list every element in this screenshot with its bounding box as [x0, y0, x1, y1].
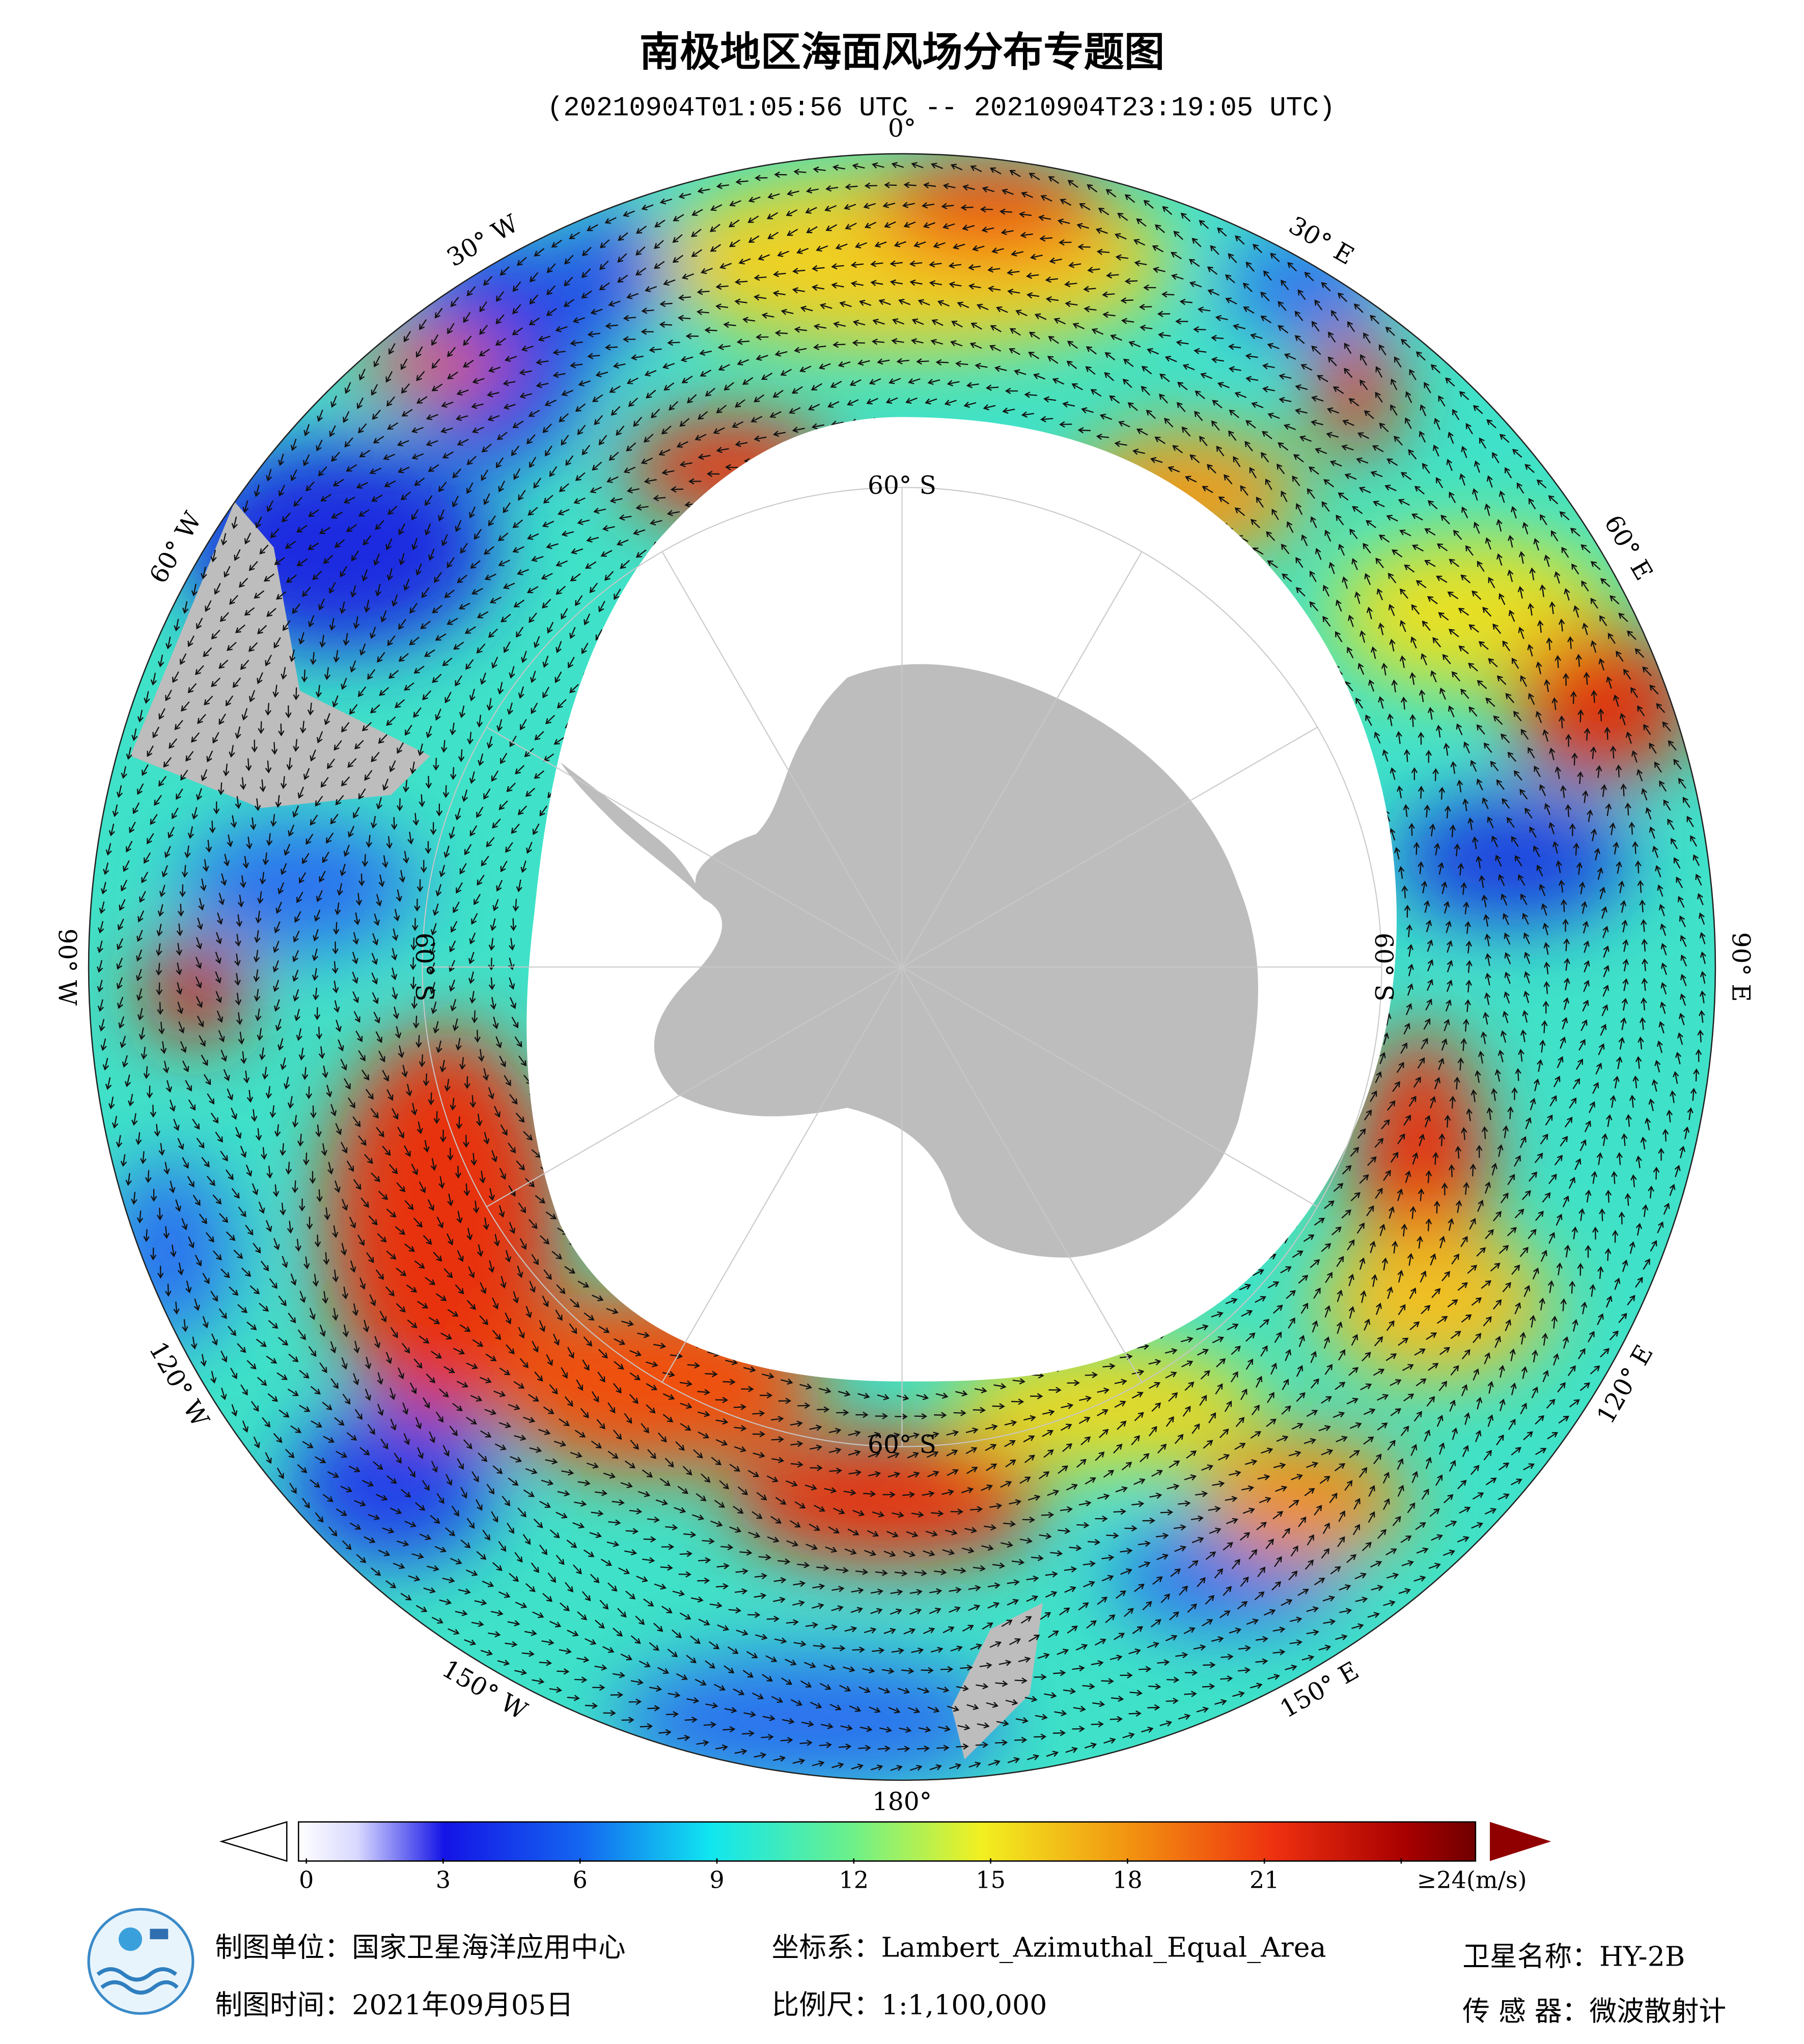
meridian [661, 551, 903, 967]
title: 南极地区海面风场分布专题图 [640, 28, 1164, 75]
meridian [901, 551, 1143, 967]
footer-scale: 比例尺：1:1,100,000 [772, 1989, 1047, 2021]
latitude-label: 60° S [868, 1431, 936, 1459]
meridian [486, 966, 903, 1208]
graticule [422, 487, 1382, 1447]
longitude-label: 0° [888, 114, 916, 143]
colorbar-ticks: 0 3 6 9 12 15 18 21 ≥24(m/s) [299, 1858, 1527, 1894]
colorbar-tick-label: 0 [299, 1866, 314, 1894]
colorbar-tick-label: 18 [1113, 1866, 1143, 1894]
colorbar-under [219, 1821, 288, 1862]
logo [87, 1908, 195, 2015]
subtitle: (20210904T01:05:56 UTC -- 20210904T23:19… [547, 93, 1335, 124]
colorbar-tick-label: 21 [1250, 1866, 1280, 1894]
colorbar-tick-label: 15 [976, 1866, 1006, 1894]
latitude-label: 60° S [410, 933, 438, 1001]
colorbar-tick-label: 12 [839, 1866, 869, 1894]
colorbar-over [1490, 1822, 1551, 1861]
footer-crs: 坐标系：Lambert_Azimuthal_Equal_Area [772, 1931, 1326, 1964]
footer-sensor: 传 感 器：微波散射计 [1462, 1995, 1726, 2027]
antarctic-peninsula [560, 762, 704, 900]
latitude-label: 60° S [1369, 933, 1398, 1001]
longitude-label: 180° [872, 1787, 932, 1816]
meridian [901, 966, 1318, 1208]
footer-unit: 制图单位：国家卫星海洋应用中心 [215, 1931, 625, 1964]
footer-date: 制图时间：2021年09月05日 [215, 1989, 573, 2021]
longitude-label: 90° W [53, 929, 81, 1006]
colorbar-tick-label: 6 [573, 1866, 588, 1894]
footer-satellite: 卫星名称：HY-2B [1462, 1941, 1685, 1973]
meridian [901, 726, 1318, 968]
colorbar-tick-label: 9 [709, 1866, 724, 1894]
meridian [901, 966, 1143, 1383]
antarctica [654, 664, 1258, 1258]
colorbar-tick-label: ≥24(m/s) [1417, 1866, 1527, 1894]
meridian [486, 726, 903, 968]
map-border [88, 153, 1716, 1781]
latitude-label: 60° S [868, 471, 936, 500]
colorbar-tick-label: 3 [436, 1866, 451, 1894]
longitude-label: 90° E [1726, 932, 1755, 1002]
meridian [661, 966, 903, 1383]
colorbar [297, 1821, 1477, 1862]
